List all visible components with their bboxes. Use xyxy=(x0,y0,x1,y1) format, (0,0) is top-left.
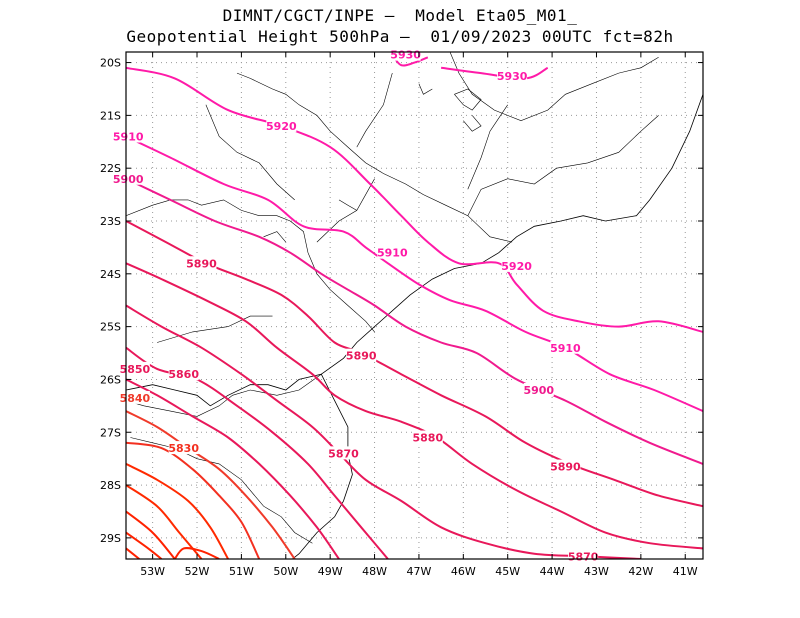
contour-5880 xyxy=(126,263,703,548)
state-border xyxy=(126,200,375,332)
lon-tick-label: 50W xyxy=(273,565,298,578)
lon-tick-label: 46W xyxy=(451,565,476,578)
plot-frame xyxy=(126,52,703,559)
contour-label: 5910 xyxy=(550,342,581,355)
lon-tick-label: 42W xyxy=(628,565,653,578)
lon-tick-label: 45W xyxy=(495,565,520,578)
contour-label: 5840 xyxy=(120,392,151,405)
contour-label: 5870 xyxy=(328,447,359,460)
state-border xyxy=(468,115,659,215)
contour-5820 xyxy=(126,464,228,559)
contour-label: 5900 xyxy=(523,384,554,397)
lon-tick-label: 44W xyxy=(540,565,565,578)
contour-label: 5910 xyxy=(113,131,144,144)
lat-tick-label: 25S xyxy=(100,321,121,334)
lon-tick-label: 53W xyxy=(140,565,165,578)
contour-label: 5910 xyxy=(377,247,408,260)
axis-ticks: 20S 21S 22S 23S 24S 25S 26S 27S 28S 29S 53W 52W 51W 5… xyxy=(100,52,703,578)
lon-tick-label: 52W xyxy=(185,565,210,578)
contour-label: 5890 xyxy=(346,350,377,363)
lat-tick-label: 26S xyxy=(100,373,121,386)
contour-5850 xyxy=(126,379,339,559)
graticule xyxy=(126,52,703,559)
river-lake xyxy=(463,115,481,131)
lon-tick-label: 48W xyxy=(362,565,387,578)
state-border xyxy=(357,73,393,147)
contour-label: 5880 xyxy=(413,432,444,445)
contour-label: 5830 xyxy=(168,442,199,455)
contour-5930 xyxy=(441,68,548,79)
contour-label: 5920 xyxy=(501,260,532,273)
lon-tick-label: 49W xyxy=(318,565,343,578)
lon-tick-label: 43W xyxy=(584,565,609,578)
coastline-east xyxy=(321,94,703,374)
lat-tick-label: 28S xyxy=(100,479,121,492)
lon-tick-label: 41W xyxy=(673,565,698,578)
contour-label: 5920 xyxy=(266,120,297,133)
river-lake xyxy=(339,200,357,211)
lat-tick-label: 20S xyxy=(100,57,121,70)
lat-tick-label: 23S xyxy=(100,215,121,228)
contour-label: 5890 xyxy=(550,461,581,474)
lat-tick-label: 22S xyxy=(100,162,121,175)
coastline-south xyxy=(126,374,352,564)
contour-5780 xyxy=(126,548,139,559)
contour-label: 5870 xyxy=(568,550,599,563)
contour-label: 5890 xyxy=(186,257,217,270)
river-lake xyxy=(419,84,432,95)
lat-tick-label: 29S xyxy=(100,532,121,545)
river-lake xyxy=(454,89,481,110)
lon-tick-label: 51W xyxy=(229,565,254,578)
lon-tick-label: 47W xyxy=(407,565,432,578)
contour-label: 5930 xyxy=(390,49,421,62)
contour-labels: 5930593059205920591059105910590059005890… xyxy=(113,48,599,564)
height-contours xyxy=(126,55,703,559)
lat-tick-label: 24S xyxy=(100,268,121,281)
contour-label: 5850 xyxy=(120,363,151,376)
contour-5830 xyxy=(126,443,259,559)
contour-label: 5930 xyxy=(497,70,528,83)
contour-5920 xyxy=(126,68,703,332)
lat-tick-label: 27S xyxy=(100,426,121,439)
contour-label: 5860 xyxy=(168,368,199,381)
lat-tick-label: 21S xyxy=(100,109,121,122)
